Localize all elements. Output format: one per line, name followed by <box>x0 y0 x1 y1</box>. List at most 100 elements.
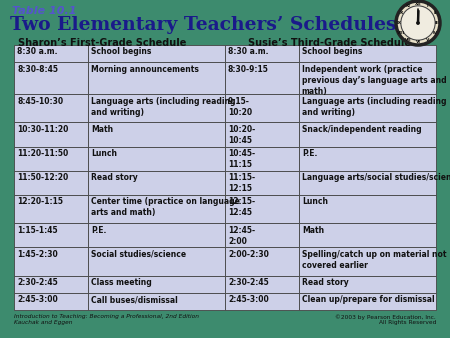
Bar <box>14 147 88 171</box>
Bar <box>14 223 88 247</box>
Text: Two Elementary Teachers’ Schedules: Two Elementary Teachers’ Schedules <box>10 16 396 34</box>
Text: II: II <box>433 11 436 15</box>
Text: Language arts/social studies/science: Language arts/social studies/science <box>302 173 450 182</box>
Bar <box>225 247 299 275</box>
Text: Lunch: Lunch <box>91 149 117 158</box>
Text: Social studies/science: Social studies/science <box>91 250 186 259</box>
Bar <box>299 171 436 195</box>
Bar <box>299 275 436 293</box>
Bar <box>225 147 299 171</box>
Text: 1:15-1:45: 1:15-1:45 <box>17 225 58 235</box>
Bar <box>299 293 436 310</box>
Bar <box>88 195 225 223</box>
Text: III: III <box>435 21 440 25</box>
Bar <box>14 94 88 122</box>
Bar <box>225 94 299 122</box>
Text: 9:15-
10:20: 9:15- 10:20 <box>228 97 252 117</box>
Text: VI: VI <box>415 40 420 44</box>
Circle shape <box>396 1 440 45</box>
Text: X: X <box>400 11 403 15</box>
Bar <box>299 94 436 122</box>
Text: Call buses/dismissal: Call buses/dismissal <box>91 295 178 304</box>
Text: School begins: School begins <box>91 48 151 56</box>
Text: 8:30 a.m.: 8:30 a.m. <box>17 48 58 56</box>
Text: Independent work (practice
previous day’s language arts and
math): Independent work (practice previous day’… <box>302 65 446 96</box>
Text: 2:30-2:45: 2:30-2:45 <box>17 278 58 287</box>
Text: Sharon’s First-Grade Schedule: Sharon’s First-Grade Schedule <box>18 38 186 48</box>
Text: Lunch: Lunch <box>302 197 328 206</box>
Bar <box>299 195 436 223</box>
Text: 8:30-9:15: 8:30-9:15 <box>228 65 269 74</box>
Text: 2:00-2:30: 2:00-2:30 <box>228 250 269 259</box>
Text: Class meeting: Class meeting <box>91 278 152 287</box>
Bar <box>225 122 299 147</box>
Bar <box>88 45 225 62</box>
Text: 11:20-11:50: 11:20-11:50 <box>17 149 68 158</box>
Bar <box>225 293 299 310</box>
Text: Language arts (including reading
and writing): Language arts (including reading and wri… <box>302 97 446 117</box>
Text: 10:20-
10:45: 10:20- 10:45 <box>228 125 255 145</box>
Text: 2:45-3:00: 2:45-3:00 <box>228 295 269 304</box>
Text: ©2003 by Pearson Education, Inc.
All Rights Reserved: ©2003 by Pearson Education, Inc. All Rig… <box>335 314 436 325</box>
Text: 2:45-3:00: 2:45-3:00 <box>17 295 58 304</box>
Text: Snack/independent reading: Snack/independent reading <box>302 125 422 134</box>
Text: XI: XI <box>406 4 411 8</box>
Text: 12:20-1:15: 12:20-1:15 <box>17 197 63 206</box>
Bar <box>88 62 225 94</box>
Text: P.E.: P.E. <box>91 225 106 235</box>
Bar <box>299 147 436 171</box>
Text: 10:45-
11:15: 10:45- 11:15 <box>228 149 255 169</box>
Bar <box>88 94 225 122</box>
Bar <box>299 247 436 275</box>
Bar <box>14 195 88 223</box>
Text: IX: IX <box>396 21 401 25</box>
Text: I: I <box>427 4 428 8</box>
Bar <box>14 247 88 275</box>
Bar <box>225 45 299 62</box>
Text: 8:45-10:30: 8:45-10:30 <box>17 97 63 105</box>
Bar <box>14 62 88 94</box>
Bar <box>88 122 225 147</box>
Text: XII: XII <box>415 2 421 6</box>
Bar <box>14 293 88 310</box>
Bar <box>225 62 299 94</box>
Text: 8:30-8:45: 8:30-8:45 <box>17 65 58 74</box>
Text: VIII: VIII <box>397 31 405 35</box>
Text: 11:50-12:20: 11:50-12:20 <box>17 173 68 182</box>
Text: Read story: Read story <box>302 278 349 287</box>
Bar <box>88 247 225 275</box>
Bar <box>88 293 225 310</box>
Text: Morning announcements: Morning announcements <box>91 65 199 74</box>
Text: Clean up/prepare for dismissal: Clean up/prepare for dismissal <box>302 295 435 304</box>
Bar <box>14 275 88 293</box>
Bar <box>225 223 299 247</box>
Text: IV: IV <box>432 31 437 35</box>
Text: 1:45-2:30: 1:45-2:30 <box>17 250 58 259</box>
Bar <box>225 275 299 293</box>
Text: 10:30-11:20: 10:30-11:20 <box>17 125 68 134</box>
Circle shape <box>401 6 435 40</box>
Text: Spelling/catch up on material not
covered earlier: Spelling/catch up on material not covere… <box>302 250 446 270</box>
Bar <box>299 45 436 62</box>
Text: 8:30 a.m.: 8:30 a.m. <box>228 48 269 56</box>
Text: V: V <box>426 38 429 42</box>
Text: Math: Math <box>302 225 324 235</box>
Circle shape <box>417 22 419 24</box>
Text: 12:15-
12:45: 12:15- 12:45 <box>228 197 255 217</box>
Text: VII: VII <box>405 38 412 42</box>
Bar <box>88 275 225 293</box>
Text: 11:15-
12:15: 11:15- 12:15 <box>228 173 255 193</box>
Text: 12:45-
2:00: 12:45- 2:00 <box>228 225 255 246</box>
Bar <box>88 171 225 195</box>
Bar <box>299 62 436 94</box>
Text: School begins: School begins <box>302 48 362 56</box>
Bar <box>14 122 88 147</box>
Text: Susie’s Third-Grade Schedule: Susie’s Third-Grade Schedule <box>248 38 411 48</box>
Text: Read story: Read story <box>91 173 138 182</box>
Text: Math: Math <box>91 125 113 134</box>
Text: P.E.: P.E. <box>302 149 317 158</box>
Bar <box>299 223 436 247</box>
Bar <box>14 45 88 62</box>
Text: Introduction to Teaching: Becoming a Professional, 2nd Edition
Kauchak and Eggen: Introduction to Teaching: Becoming a Pro… <box>14 314 199 325</box>
Bar <box>225 171 299 195</box>
